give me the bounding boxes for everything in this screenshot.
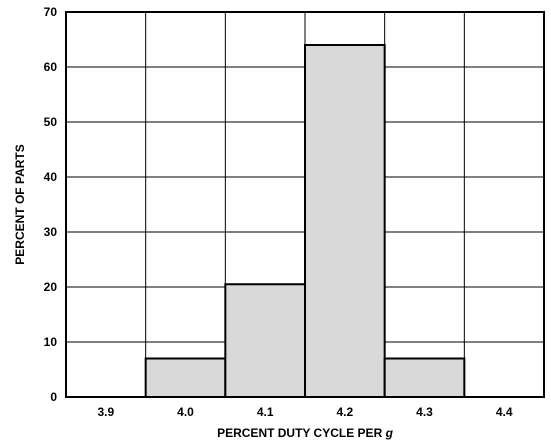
bar-4.3 <box>383 357 466 398</box>
bars <box>144 44 466 398</box>
y-tick-label: 60 <box>44 60 58 74</box>
x-tick-label: 4.3 <box>416 405 433 419</box>
x-axis-label-italic: g <box>385 426 394 440</box>
y-tick-label: 70 <box>44 5 58 19</box>
x-tick-label: 4.2 <box>336 405 353 419</box>
y-tick-labels: 0 10 20 30 40 50 60 70 <box>44 5 58 404</box>
x-tick-label: 4.1 <box>257 405 274 419</box>
bar-4.0 <box>144 357 227 398</box>
y-tick-label: 10 <box>44 335 58 349</box>
x-tick-label: 4.0 <box>177 405 194 419</box>
y-tick-label: 50 <box>44 115 58 129</box>
plot-frame <box>65 11 545 398</box>
bar-4.2 <box>304 44 386 398</box>
x-tick-label: 4.4 <box>496 405 513 419</box>
x-tick-labels: 3.9 4.0 4.1 4.2 4.3 4.4 <box>97 405 512 419</box>
y-tick-label: 40 <box>44 170 58 184</box>
y-tick-label: 20 <box>44 280 58 294</box>
y-tick-label: 30 <box>44 225 58 239</box>
y-axis-label: PERCENT OF PARTS <box>13 144 27 264</box>
x-tick-label: 3.9 <box>97 405 114 419</box>
bar-4.1 <box>224 283 306 398</box>
x-axis-label-main: PERCENT DUTY CYCLE PER <box>217 426 385 440</box>
y-tick-label: 0 <box>50 390 57 404</box>
x-axis-label: PERCENT DUTY CYCLE PER g <box>217 426 393 440</box>
